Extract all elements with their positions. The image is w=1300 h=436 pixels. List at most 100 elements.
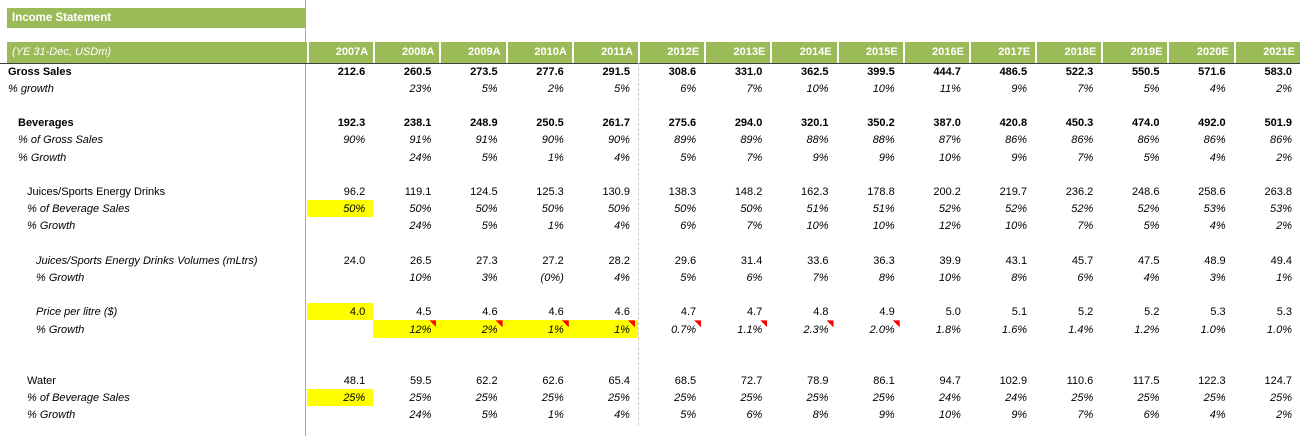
value-cell[interactable]: [307, 217, 373, 234]
value-cell[interactable]: 47.5: [1138, 254, 1160, 267]
value-cell[interactable]: 23%: [409, 82, 432, 95]
value-cell[interactable]: 522.3: [1065, 65, 1094, 78]
value-cell[interactable]: 192.3: [337, 117, 366, 130]
value-cell[interactable]: 88%: [872, 134, 895, 147]
value-cell[interactable]: 43.1: [1005, 254, 1028, 267]
value-cell[interactable]: 1%: [547, 151, 564, 164]
year-header[interactable]: 2015E: [836, 42, 903, 63]
value-cell[interactable]: 9%: [1011, 151, 1028, 164]
value-cell[interactable]: 10%: [409, 271, 432, 284]
value-cell[interactable]: 50%: [541, 203, 564, 216]
value-cell[interactable]: 4%: [614, 220, 630, 233]
value-cell[interactable]: 4.7: [680, 306, 697, 319]
value-cell[interactable]: 8%: [878, 271, 895, 284]
value-cell[interactable]: 29.6: [674, 254, 697, 267]
row-label[interactable]: % Growth: [36, 271, 85, 284]
value-cell[interactable]: 238.1: [403, 117, 432, 130]
value-cell[interactable]: 68.5: [674, 375, 697, 388]
value-cell[interactable]: 24.0: [343, 254, 366, 267]
row-label[interactable]: Juices/Sports Energy Drinks Volumes (mLt…: [36, 254, 258, 267]
value-cell[interactable]: 88%: [806, 134, 829, 147]
value-cell[interactable]: 51%: [806, 203, 829, 216]
value-cell[interactable]: 399.5: [867, 65, 895, 78]
value-cell[interactable]: 62.2: [476, 375, 498, 388]
value-cell[interactable]: 36.3: [873, 254, 895, 267]
value-cell[interactable]: 91%: [475, 134, 498, 147]
value-cell[interactable]: 2%: [1276, 409, 1292, 422]
value-cell[interactable]: 24%: [938, 392, 961, 405]
value-cell[interactable]: 5%: [481, 82, 498, 95]
value-cell[interactable]: 6%: [746, 271, 763, 284]
value-cell[interactable]: 260.5: [403, 65, 432, 78]
value-cell[interactable]: 31.4: [740, 254, 763, 267]
value-cell[interactable]: 6%: [746, 409, 763, 422]
value-cell[interactable]: 7%: [1077, 220, 1094, 233]
value-cell[interactable]: 5.3: [1210, 306, 1226, 319]
row-label[interactable]: Water: [27, 375, 56, 388]
value-cell[interactable]: 9%: [878, 151, 895, 164]
value-cell[interactable]: 5%: [1143, 151, 1160, 164]
value-cell[interactable]: 25%: [740, 392, 763, 405]
value-cell[interactable]: 4%: [1209, 151, 1226, 164]
value-cell[interactable]: 24%: [409, 220, 432, 233]
year-header[interactable]: 2020E: [1167, 42, 1234, 63]
row-label[interactable]: % Growth: [27, 220, 76, 233]
value-cell[interactable]: 258.6: [1198, 186, 1226, 198]
value-cell[interactable]: 263.8: [1264, 186, 1292, 198]
value-cell[interactable]: 39.9: [939, 254, 961, 267]
value-cell[interactable]: 122.3: [1198, 375, 1226, 388]
value-cell[interactable]: 7%: [746, 82, 763, 95]
value-cell[interactable]: 25%: [1203, 392, 1226, 405]
row-label[interactable]: % of Beverage Sales: [27, 203, 130, 216]
value-cell[interactable]: 86%: [1071, 134, 1094, 147]
year-header[interactable]: 2009A: [439, 42, 506, 63]
value-cell[interactable]: 1.0%: [1266, 323, 1292, 336]
value-cell[interactable]: 7%: [1077, 409, 1094, 422]
value-cell[interactable]: 25%: [806, 392, 829, 405]
value-cell[interactable]: 33.6: [807, 254, 829, 267]
value-cell[interactable]: 48.9: [1204, 254, 1226, 267]
value-cell[interactable]: 52%: [1137, 203, 1160, 216]
value-cell[interactable]: 52%: [1071, 203, 1094, 216]
value-cell[interactable]: 583.0: [1264, 65, 1292, 78]
value-cell[interactable]: 119.1: [404, 186, 432, 198]
value-cell[interactable]: 5%: [481, 151, 498, 164]
value-cell[interactable]: 4.5: [416, 306, 432, 319]
value-cell[interactable]: 25%: [607, 392, 630, 405]
value-cell[interactable]: 91%: [409, 134, 432, 147]
value-cell[interactable]: 1%: [505, 320, 572, 338]
year-header[interactable]: 2010A: [505, 42, 572, 63]
value-cell[interactable]: 275.6: [668, 117, 697, 130]
value-cell[interactable]: 90%: [607, 134, 630, 147]
value-cell[interactable]: 474.0: [1131, 117, 1160, 130]
value-cell[interactable]: 273.5: [470, 65, 498, 78]
value-cell[interactable]: 50%: [740, 203, 763, 216]
value-cell[interactable]: 4%: [1209, 409, 1226, 422]
value-cell[interactable]: 53%: [1203, 203, 1226, 216]
value-cell[interactable]: 550.5: [1131, 65, 1160, 78]
value-cell[interactable]: 10%: [938, 151, 961, 164]
year-header[interactable]: 2008A: [373, 42, 440, 63]
value-cell[interactable]: 50%: [674, 203, 697, 216]
value-cell[interactable]: 62.6: [542, 375, 564, 388]
value-cell[interactable]: 0.7%: [638, 320, 704, 337]
value-cell[interactable]: 5%: [680, 271, 697, 284]
value-cell[interactable]: 12%: [373, 320, 440, 338]
value-cell[interactable]: 6%: [680, 220, 697, 233]
year-header[interactable]: 2007A: [307, 42, 374, 63]
value-cell[interactable]: 25%: [674, 392, 697, 405]
value-cell[interactable]: 4.9: [879, 306, 895, 319]
value-cell[interactable]: 2%: [547, 82, 564, 95]
value-cell[interactable]: (0%): [540, 271, 564, 284]
value-cell[interactable]: 1.6%: [1002, 323, 1028, 336]
value-cell[interactable]: 52%: [1005, 203, 1028, 216]
value-cell[interactable]: 7%: [812, 271, 829, 284]
value-cell[interactable]: 7%: [746, 151, 763, 164]
value-cell[interactable]: 96.2: [343, 186, 366, 198]
year-header[interactable]: 2013E: [704, 42, 771, 63]
value-cell[interactable]: 25%: [409, 392, 432, 405]
value-cell[interactable]: 26.5: [409, 254, 432, 267]
value-cell[interactable]: 2%: [439, 320, 506, 338]
value-cell[interactable]: 24%: [409, 151, 432, 164]
row-label[interactable]: % Growth: [18, 151, 67, 164]
